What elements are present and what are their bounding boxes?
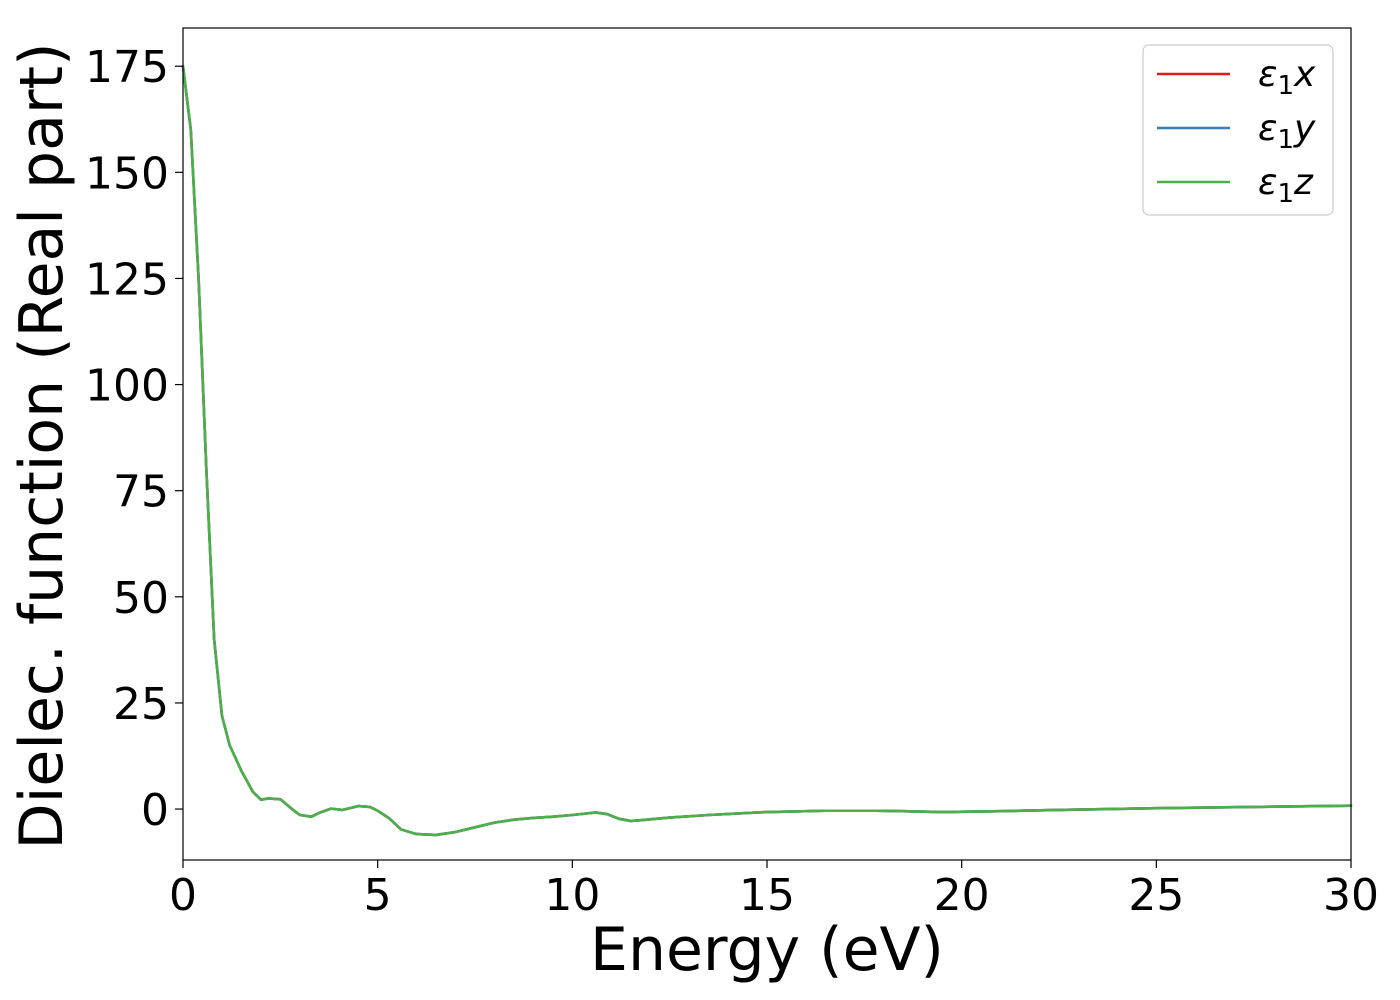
x-axis-ticks: 0 5 10 15 20 25 30 [169,860,1379,921]
y-axis-label: Dielec. function (Real part) [7,43,77,850]
x-axis-label: Energy (eV) [590,915,944,985]
y-tick-label: 100 [85,361,169,412]
x-tick-label: 20 [934,870,990,921]
x-tick-label: 30 [1323,870,1379,921]
legend-label-z: ε1z [1258,162,1314,209]
legend-box [1142,44,1334,216]
series-line-z [181,64,1353,837]
y-tick-label: 0 [141,785,169,836]
x-tick-label: 15 [739,870,795,921]
y-tick-label: 25 [113,679,169,730]
y-tick-label: 150 [85,148,169,199]
x-tick-label: 10 [544,870,600,921]
y-axis-ticks: 0 25 50 75 100 125 150 175 [85,42,183,836]
y-tick-label: 125 [85,254,169,305]
x-tick-label: 5 [364,870,392,921]
y-tick-label: 75 [113,467,169,518]
x-tick-label: 0 [169,870,197,921]
x-tick-label: 25 [1128,870,1184,921]
plot-lines [181,64,1353,837]
legend: ε1x ε1y ε1z [1142,44,1334,216]
y-tick-label: 175 [85,42,169,93]
legend-label-y: ε1y [1258,108,1316,155]
legend-label-x: ε1x [1258,54,1316,101]
y-tick-label: 50 [113,573,169,624]
legend-entries: ε1x ε1y ε1z [1157,54,1316,209]
